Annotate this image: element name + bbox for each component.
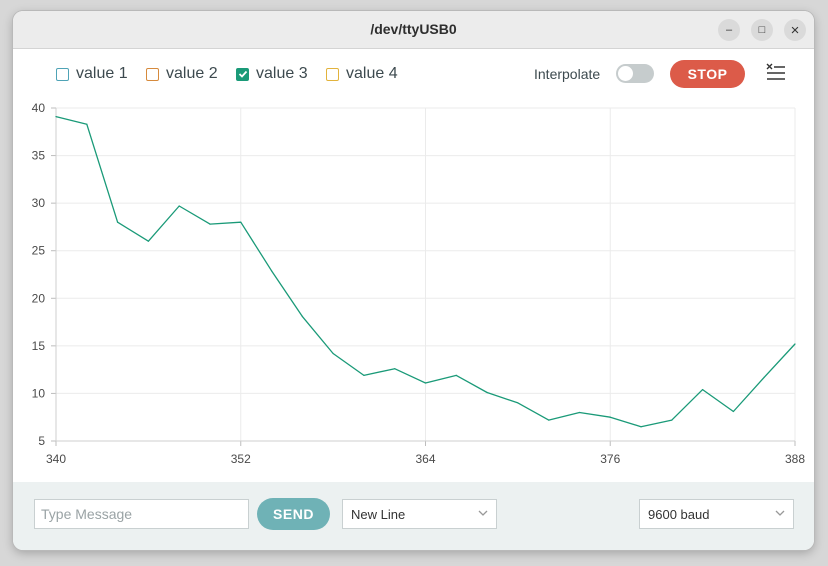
y-tick-label: 30	[32, 196, 46, 210]
y-tick-label: 20	[32, 291, 46, 305]
y-tick-label: 10	[32, 386, 46, 400]
checkmark-icon	[238, 70, 247, 78]
y-tick-label: 25	[32, 244, 46, 258]
x-tick-label: 388	[785, 452, 805, 466]
data-point	[332, 352, 334, 355]
legend-item-value-1[interactable]: value 1	[56, 64, 128, 84]
x-tick-label: 364	[415, 452, 435, 466]
data-point	[55, 115, 57, 118]
message-input[interactable]	[34, 499, 249, 529]
chevron-down-icon	[478, 510, 488, 516]
legend-label: value 2	[166, 65, 218, 82]
toggle-knob	[618, 66, 633, 81]
data-point	[548, 419, 550, 421]
data-point	[86, 123, 88, 125]
legend-item-value-3[interactable]: value 3	[236, 64, 308, 84]
data-point	[270, 270, 273, 272]
data-point	[363, 374, 365, 376]
stop-button[interactable]: STOP	[670, 60, 745, 88]
data-point	[671, 419, 673, 421]
chart-grid	[56, 107, 796, 441]
legend-label: value 4	[346, 65, 398, 82]
x-tick-label: 340	[46, 452, 66, 466]
send-button[interactable]: SEND	[257, 498, 330, 530]
legend-item-value-2[interactable]: value 2	[146, 64, 218, 84]
line-ending-select[interactable]: New Line	[342, 499, 497, 529]
minimize-button[interactable]: –	[718, 19, 740, 41]
message-bar: SEND New Line 9600 baud	[13, 482, 814, 550]
y-tick-label: 40	[32, 101, 46, 115]
minimize-icon: –	[725, 23, 733, 36]
line-ending-value: New Line	[351, 506, 406, 522]
x-tick-label: 376	[600, 452, 620, 466]
plotter-toolbar: value 1 value 2 value 3 value 4 Interpol…	[13, 49, 814, 99]
close-icon: ×	[790, 21, 800, 39]
checkbox-value-4[interactable]	[326, 67, 339, 81]
data-point	[116, 221, 119, 223]
title-bar: /dev/ttyUSB0 – □ ×	[13, 11, 814, 49]
chart-series	[55, 115, 796, 428]
data-point	[147, 240, 149, 242]
serial-plotter-window: /dev/ttyUSB0 – □ × value 1 value 2 value…	[13, 11, 814, 550]
data-point	[178, 205, 180, 207]
window-title: /dev/ttyUSB0	[370, 21, 457, 37]
data-point	[702, 389, 704, 391]
data-point	[578, 411, 581, 414]
chevron-down-icon	[775, 510, 785, 516]
data-point	[763, 376, 765, 378]
maximize-button[interactable]: □	[751, 19, 773, 41]
maximize-icon: □	[758, 23, 766, 36]
data-point	[732, 410, 735, 413]
y-tick-label: 5	[38, 434, 45, 448]
legend-label: value 3	[256, 65, 308, 82]
interpolate-toggle[interactable]	[616, 64, 654, 83]
baud-rate-value: 9600 baud	[648, 506, 710, 522]
data-point	[794, 343, 796, 345]
data-point	[301, 315, 303, 317]
interpolate-label: Interpolate	[534, 66, 601, 82]
data-point	[240, 221, 242, 223]
data-point	[517, 402, 519, 404]
data-point	[424, 382, 427, 384]
clear-button[interactable]	[765, 63, 787, 83]
y-tick-label: 35	[32, 149, 46, 163]
data-point	[609, 416, 611, 418]
y-tick-label: 15	[32, 339, 46, 353]
checkbox-value-1[interactable]	[56, 67, 69, 81]
data-point	[455, 374, 457, 376]
close-button[interactable]: ×	[784, 19, 806, 41]
x-tick-label: 352	[231, 452, 251, 466]
legend-label: value 1	[76, 65, 128, 82]
data-point	[394, 368, 396, 370]
legend-item-value-4[interactable]: value 4	[326, 64, 398, 84]
checkbox-value-3[interactable]	[236, 67, 249, 81]
baud-rate-select[interactable]: 9600 baud	[639, 499, 794, 529]
data-point	[209, 223, 211, 225]
checkbox-value-2[interactable]	[146, 67, 159, 81]
data-point	[486, 391, 488, 394]
data-point	[640, 426, 642, 428]
clear-list-icon	[766, 63, 785, 80]
